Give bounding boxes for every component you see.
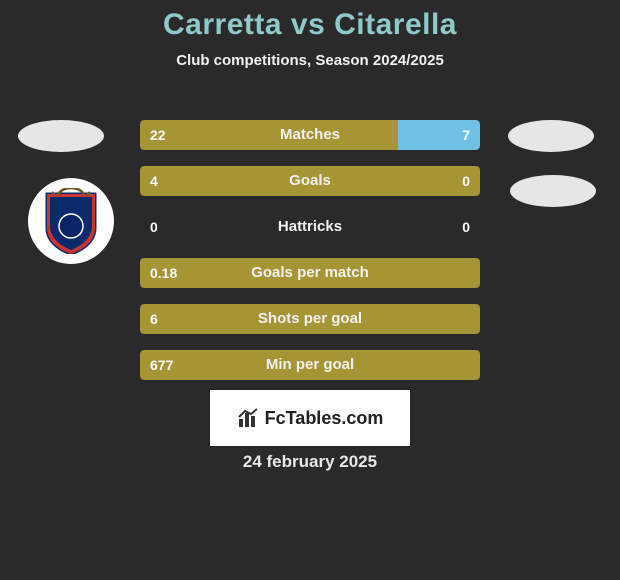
club-badge-left xyxy=(28,178,114,264)
stat-label: Min per goal xyxy=(140,350,480,380)
stat-row: 0.18Goals per match xyxy=(140,258,480,288)
fctables-banner: FcTables.com xyxy=(210,390,410,446)
stat-row: 6Shots per goal xyxy=(140,304,480,334)
stat-label: Matches xyxy=(140,120,480,150)
stat-row: 00Hattricks xyxy=(140,212,480,242)
fctables-label-wrap: FcTables.com xyxy=(237,407,384,429)
stat-label: Goals xyxy=(140,166,480,196)
stat-label: Shots per goal xyxy=(140,304,480,334)
crest-icon xyxy=(42,188,100,254)
page-title: Carretta vs Citarella xyxy=(0,8,620,42)
player-right-plate-2 xyxy=(510,175,596,207)
player-right-plate xyxy=(508,120,594,152)
fctables-label: FcTables.com xyxy=(265,408,384,429)
stat-row: 40Goals xyxy=(140,166,480,196)
stat-row: 677Min per goal xyxy=(140,350,480,380)
stat-label: Hattricks xyxy=(140,212,480,242)
bars-icon xyxy=(237,407,259,429)
subtitle: Club competitions, Season 2024/2025 xyxy=(0,52,620,69)
stat-label: Goals per match xyxy=(140,258,480,288)
player-left-plate xyxy=(18,120,104,152)
date-text: 24 february 2025 xyxy=(0,452,620,472)
stat-row: 227Matches xyxy=(140,120,480,150)
stats-container: 227Matches 40Goals 00Hattricks 0.18Goals pe… xyxy=(140,120,480,396)
